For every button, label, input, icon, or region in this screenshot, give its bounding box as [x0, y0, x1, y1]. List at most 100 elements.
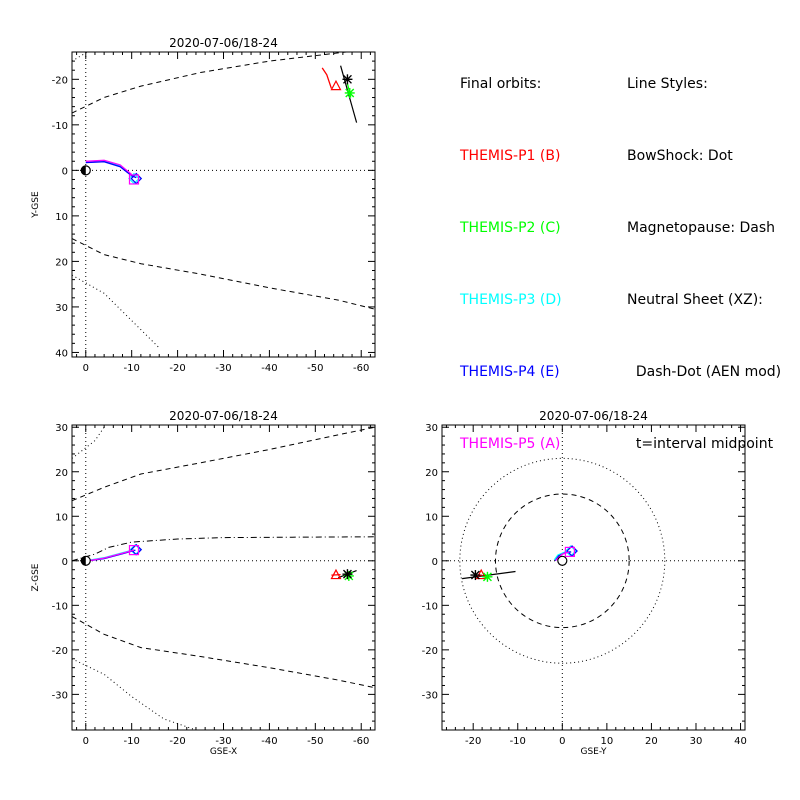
earth-symbol	[80, 555, 91, 566]
x-tick-label: -20	[465, 736, 481, 747]
bow-shock-line	[72, 658, 197, 730]
x-tick-label: -50	[307, 363, 323, 374]
orbits-legend: Final orbits: THEMIS-P1 (B) THEMIS-P2 (C…	[460, 24, 562, 480]
x-tick-label: 40	[734, 736, 747, 747]
earth-night-side	[81, 165, 86, 175]
panel-yz: -20 -10 0 10 20 30 40 30 20 10 0 -10 -20 -30 2020-07-0…	[422, 409, 747, 757]
legend-entry-p5: THEMIS-P5 (A)	[460, 436, 561, 452]
y-tick-label: -30	[52, 690, 68, 701]
y-tick-label: -10	[52, 121, 68, 132]
y-axis-label: Z-GSE	[31, 563, 41, 591]
x-axis-label: GSE-X	[210, 747, 237, 757]
line-style-neutral-sheet: Neutral Sheet (XZ):	[627, 292, 763, 308]
midpoint-asterisk-marker	[470, 570, 481, 581]
asterisk-stroke	[345, 88, 355, 98]
x-tick-label: 30	[690, 736, 703, 747]
y-tick-label: 0	[432, 557, 438, 568]
y-tick-label: -20	[52, 646, 68, 657]
y-tick-label: 20	[55, 257, 68, 268]
line-style-magnetopause: Magnetopause: Dash	[627, 220, 776, 236]
asterisk-stroke	[342, 74, 352, 84]
panel-title: 2020-07-06/18-24	[169, 409, 278, 423]
earth-symbol	[80, 165, 91, 176]
y-tick-label: 30	[425, 423, 438, 434]
bow-shock-circle	[459, 457, 666, 664]
line-styles-legend: Line Styles: BowShock: Dot Magnetopause:…	[627, 24, 781, 480]
x-tick-label: -10	[510, 736, 526, 747]
plot-area-xy	[72, 52, 375, 357]
panel-xy: 0 -10 -20 -30 -40 -50 -60 -20 -10 0 10 20 30 40 2020-0…	[31, 36, 376, 374]
y-tick-label: 30	[55, 303, 68, 314]
x-axis-label: GSE-Y	[580, 747, 607, 757]
neutral-sheet-line	[72, 536, 375, 562]
bow-shock-line	[72, 426, 105, 459]
bow-shock-line	[72, 274, 160, 349]
y-tick-label: -20	[52, 75, 68, 86]
line-style-midpoint-note: t=interval midpoint	[627, 436, 774, 452]
y-tick-label: -20	[422, 646, 438, 657]
line-style-bowshock: BowShock: Dot	[627, 148, 733, 164]
earth-symbol	[557, 555, 568, 566]
line-styles-title: Line Styles:	[627, 76, 708, 92]
orbit-p1-triangle-marker	[475, 568, 487, 580]
orbit-p1-triangle-marker	[330, 79, 342, 91]
panel-xz: 0 -10 -20 -30 -40 -50 -60 30 20 10 0 -10 -20 -30 2020-…	[31, 409, 376, 757]
x-tick-label: 20	[645, 736, 658, 747]
legend-entry-p4: THEMIS-P4 (E)	[460, 364, 560, 380]
y-tick-label: 20	[425, 468, 438, 479]
magnetopause-line	[72, 616, 375, 689]
orbit-p5-path	[555, 551, 570, 561]
magnetopause-circle	[494, 493, 630, 629]
y-tick-label: -30	[422, 690, 438, 701]
x-tick-label: -40	[261, 736, 277, 747]
x-tick-label: -10	[124, 736, 140, 747]
x-tick-label: -30	[215, 736, 231, 747]
plot-area-xz	[72, 425, 375, 730]
y-tick-label: 10	[55, 512, 68, 523]
magnetopause-line	[72, 238, 375, 310]
y-tick-label: 10	[55, 212, 68, 223]
y-tick-label: 40	[55, 348, 68, 359]
plot-frame	[71, 51, 376, 358]
x-tick-label: -10	[124, 363, 140, 374]
x-tick-label: -60	[353, 736, 369, 747]
x-tick-label: -60	[353, 363, 369, 374]
orbit-p5-path	[85, 549, 135, 562]
x-tick-label: -30	[215, 363, 231, 374]
magnetopause-line	[72, 426, 375, 502]
orbit-p5-square-marker	[564, 546, 575, 557]
x-tick-label: 0	[83, 736, 89, 747]
orbit-p5-square-marker	[128, 174, 140, 185]
legend-entry-p3: THEMIS-P3 (D)	[460, 292, 562, 308]
plot-frame	[441, 424, 746, 731]
y-tick-label: 30	[55, 423, 68, 434]
x-tick-label: 0	[559, 736, 565, 747]
plot-area-yz	[442, 425, 745, 730]
x-tick-label: 0	[83, 363, 89, 374]
legend-entry-p1: THEMIS-P1 (B)	[460, 148, 561, 164]
magnetopause-line	[72, 52, 351, 114]
y-tick-label: 10	[425, 512, 438, 523]
earth-night-side	[81, 556, 86, 566]
y-tick-label: 20	[55, 468, 68, 479]
orbits-legend-title: Final orbits:	[460, 76, 542, 92]
orbit-p1-triangle-marker	[330, 568, 342, 580]
midpoint-asterisk-marker	[342, 74, 353, 85]
plot-frame	[71, 424, 376, 731]
orbit-p4-path	[85, 161, 137, 179]
orbit-p2-asterisk-marker	[344, 87, 355, 98]
x-tick-label: -40	[261, 363, 277, 374]
orbit-p5-square-marker	[128, 545, 140, 556]
earth-outline	[557, 555, 568, 566]
midpoint-asterisk-marker	[342, 569, 353, 580]
orbit-p5-path	[85, 159, 133, 175]
orbit-p1-path	[321, 67, 333, 89]
panel-title: 2020-07-06/18-24	[539, 409, 648, 423]
x-tick-label: -20	[169, 736, 185, 747]
x-tick-label: 10	[601, 736, 614, 747]
y-axis-label: Y-GSE	[31, 191, 41, 219]
x-tick-label: -50	[307, 736, 323, 747]
y-tick-label: -10	[422, 601, 438, 612]
legend-entry-p2: THEMIS-P2 (C)	[460, 220, 561, 236]
